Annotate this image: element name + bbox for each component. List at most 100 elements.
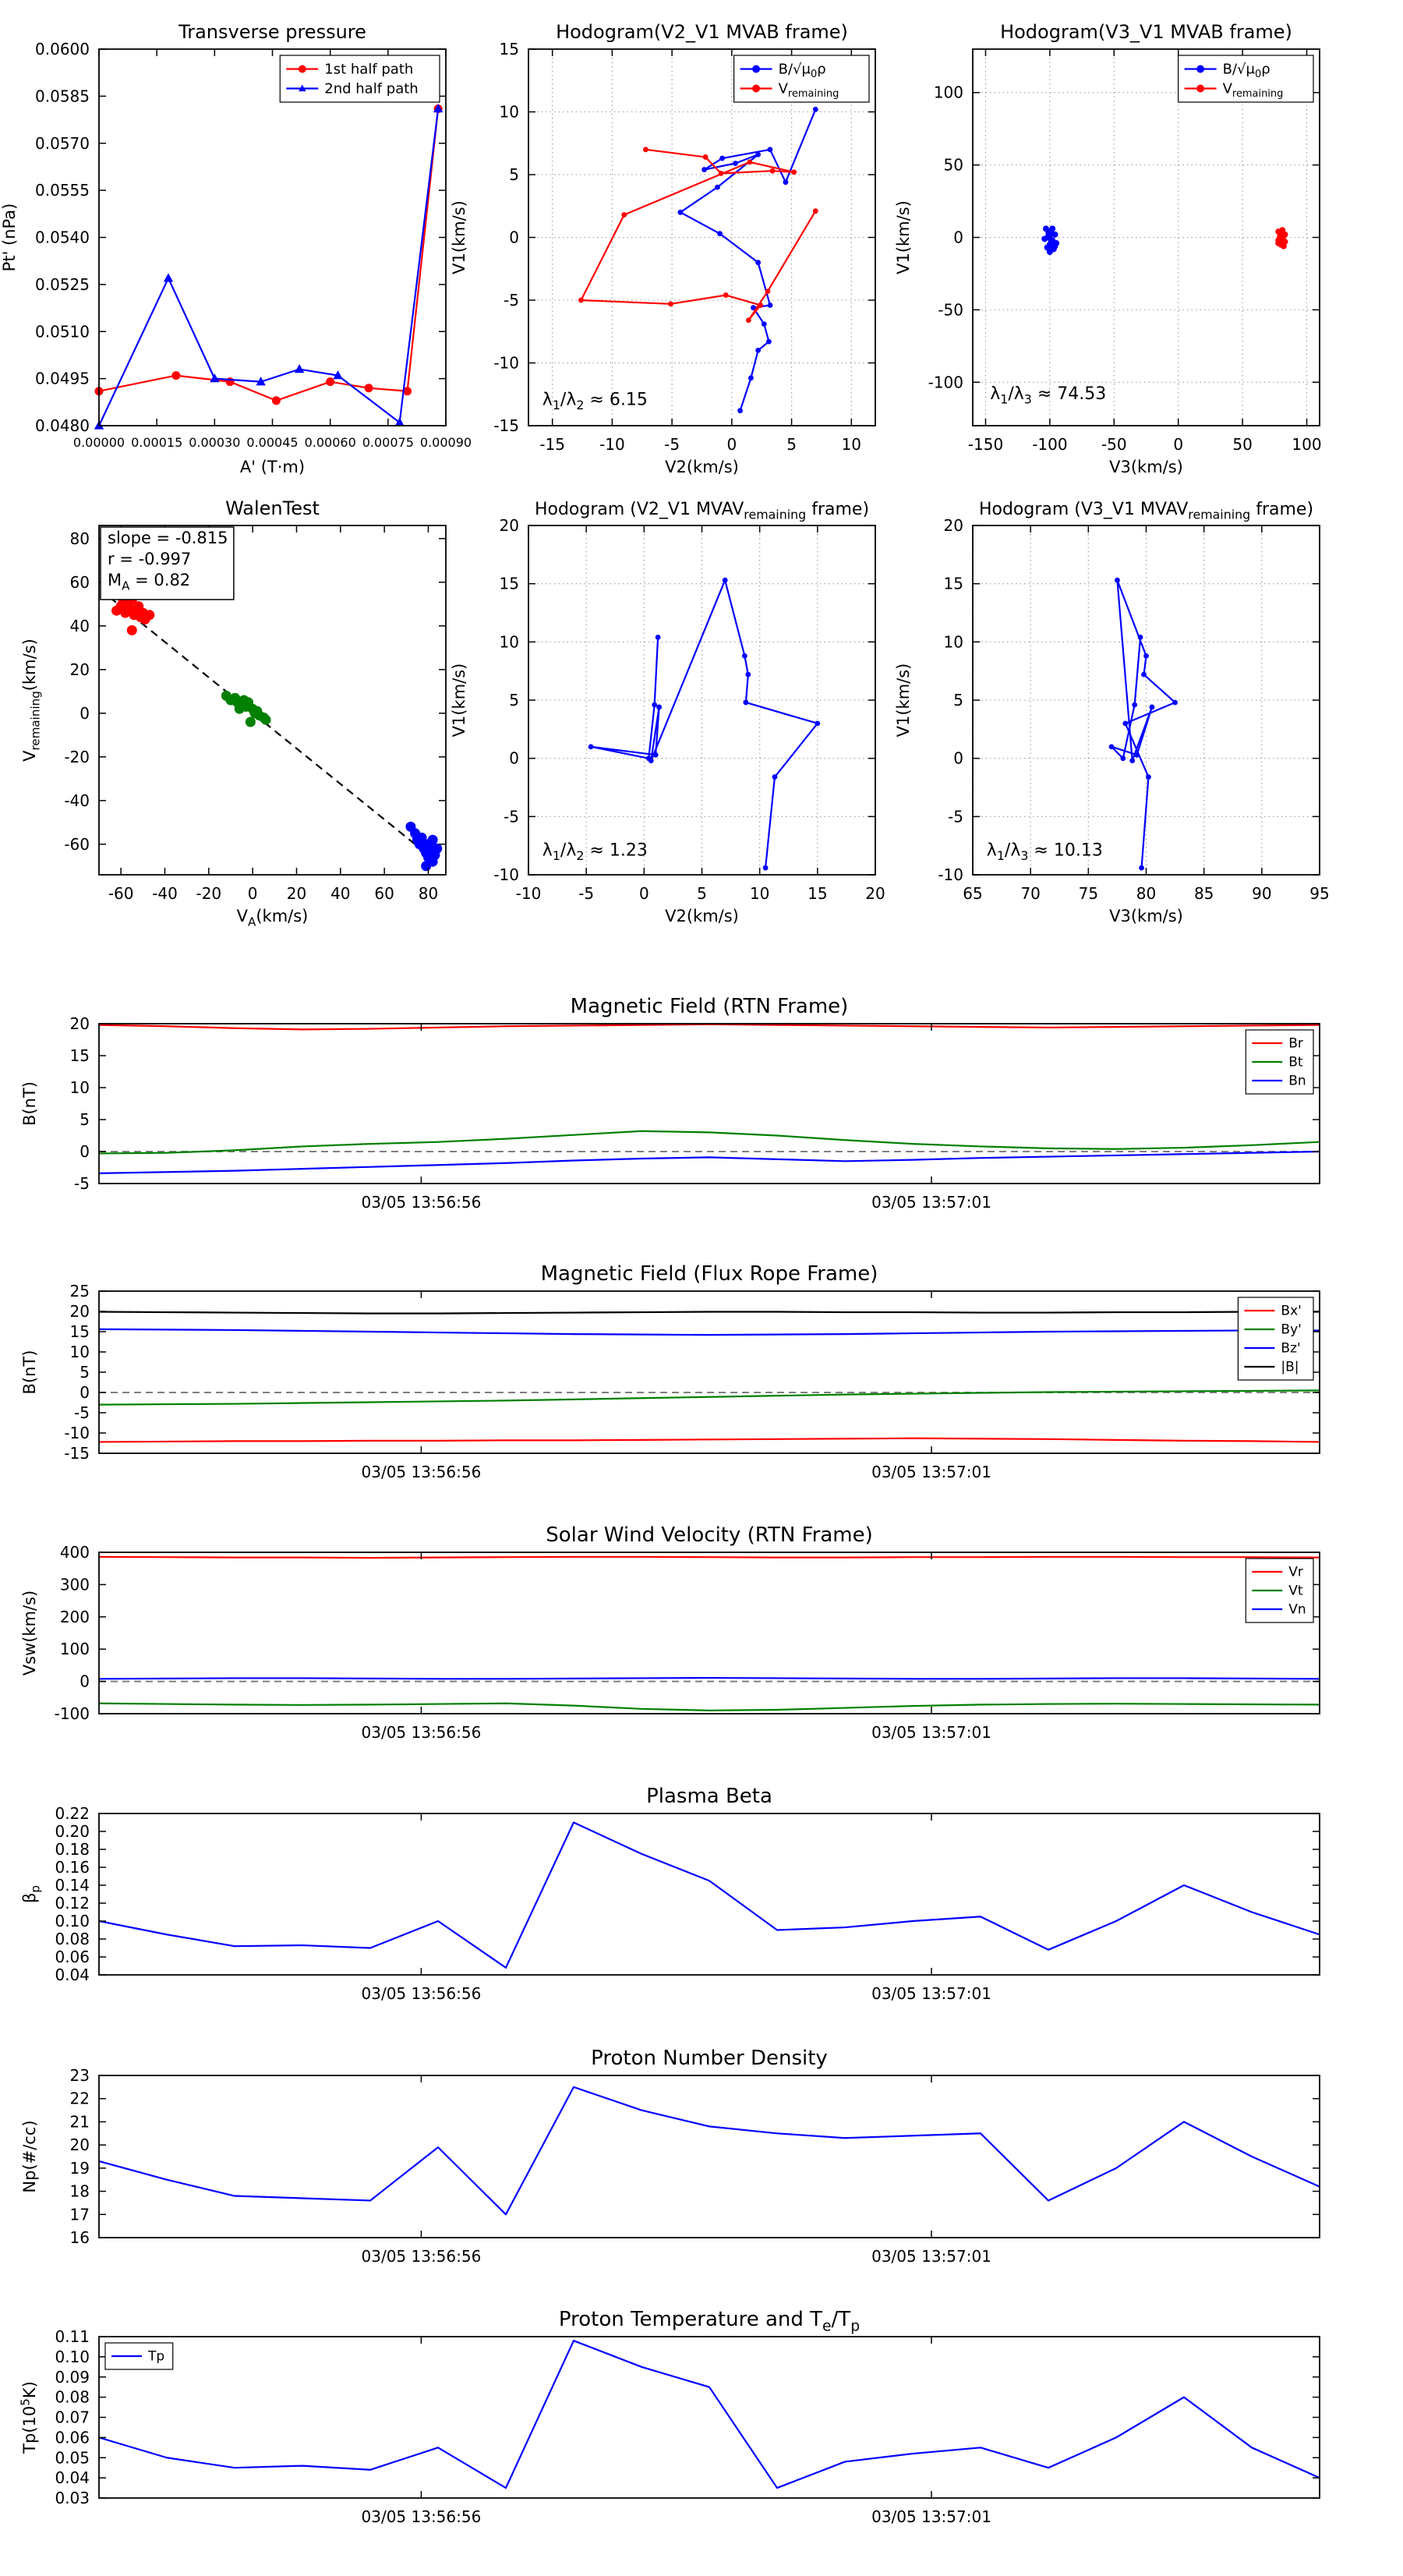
chart-hodogram-v3v1-mvab: -150 -100 -50 0 50 100 -100 -50 0 50 100 Hodogram(V… — [894, 21, 1322, 476]
axis-ticks: 03/05 13:56:56 03/05 13:57:01 -15 -10 -505 10… — [64, 1282, 1320, 1481]
y-tick-label: 10 — [70, 1078, 90, 1097]
y-tick-label: 0.20 — [55, 1822, 90, 1841]
plot-background — [99, 1291, 1320, 1453]
y-tick-label: 40 — [70, 617, 90, 635]
y-tick-label: 0.07 — [55, 2408, 90, 2427]
chart-title: Magnetic Field (Flux Rope Frame) — [541, 1262, 878, 1286]
plot-background — [973, 49, 1320, 426]
x-tick-label: 5 — [697, 884, 707, 903]
chart-proton-density: 03/05 13:56:56 03/05 13:57:01 16 17 18 19 20 21… — [20, 2047, 1320, 2266]
y-tick-label: 0.12 — [55, 1894, 90, 1913]
legend-label: Bn — [1288, 1074, 1306, 1089]
y-tick-label: 0.0540 — [35, 228, 90, 247]
y-tick-label: -5 — [74, 1403, 90, 1422]
y-axis-label: V1(km/s) — [450, 663, 468, 738]
y-tick-label: -60 — [64, 835, 90, 854]
y-tick-label: -5 — [504, 807, 519, 826]
y-tick-label: 0.09 — [55, 2368, 90, 2387]
chart-plasma-beta: 03/05 13:56:56 03/05 13:57:01 0.040.060.08… — [20, 1785, 1320, 2003]
y-tick-label: 0.08 — [55, 1930, 90, 1948]
series-fit-line — [109, 596, 440, 865]
y-tick-label: 20 — [500, 516, 519, 535]
y-tick-label: 10 — [500, 632, 519, 651]
plot-background — [99, 2075, 1320, 2238]
y-tick-label: -50 — [938, 300, 963, 319]
x-tick-label: 95 — [1309, 884, 1329, 903]
y-tick-label: 20 — [70, 1014, 90, 1033]
x-tick-label: 10 — [842, 435, 861, 454]
y-tick-label: 50 — [944, 156, 963, 175]
stats-line: r = -0.997 — [108, 550, 191, 568]
axes-frame — [98, 1023, 1320, 1184]
axis-ticks: 03/05 13:56:56 03/05 13:57:01 0.040.060.08… — [55, 1804, 1320, 2003]
y-tick-label: 300 — [60, 1575, 90, 1594]
x-tick-label: -100 — [1032, 435, 1067, 454]
axes-frame — [972, 48, 1320, 426]
chart-magnetic-field-flux-rope: 03/05 13:56:56 03/05 13:57:01 -15 -10 -505 10… — [20, 1262, 1320, 1481]
legend: Bx' By' Bz' |B| — [1237, 1297, 1314, 1381]
y-tick-label: 80 — [70, 529, 90, 548]
y-tick-label: -100 — [55, 1704, 90, 1723]
legend: Br Bt Bn — [1245, 1029, 1314, 1095]
x-tick-label: 03/05 13:56:56 — [362, 1463, 482, 1481]
chart-hodogram-v3v1-mvav: 65 70 75 80 85 90 95 -10 -5 0 5 10 15 20 Hodogram (V3_… — [894, 500, 1330, 925]
axes-frame — [98, 2336, 1320, 2499]
x-tick-label: 50 — [1232, 435, 1252, 454]
y-tick-label: -10 — [64, 1424, 90, 1442]
chart-title: WalenTest — [225, 497, 320, 519]
x-tick-label: 0.00000 — [73, 435, 125, 450]
x-tick-label: 03/05 13:56:56 — [362, 1984, 482, 2003]
y-tick-label: 200 — [60, 1608, 90, 1626]
x-tick-label: 03/05 13:57:01 — [871, 1193, 991, 1212]
y-tick-label: 0.05 — [55, 2448, 90, 2467]
axes-frame — [98, 48, 447, 426]
legend-label: B/√μ0ρ — [1223, 61, 1270, 80]
y-tick-label: 25 — [70, 1282, 90, 1300]
y-tick-label: 19 — [70, 2159, 90, 2178]
y-tick-label: 20 — [70, 660, 90, 679]
x-tick-label: 03/05 13:56:56 — [362, 1723, 482, 1742]
chart-magnetic-field-rtn: 03/05 13:56:56 03/05 13:57:01 -5 0 5 10 15 20 Ma… — [20, 995, 1320, 1212]
y-tick-label: 0.22 — [55, 1804, 90, 1823]
y-tick-label: 0 — [953, 228, 963, 247]
series-Bx — [98, 1437, 1320, 1443]
axes-frame — [98, 1813, 1320, 1976]
grid — [973, 49, 1320, 426]
legend-label: Br — [1288, 1036, 1303, 1052]
x-tick-label: 15 — [808, 884, 827, 903]
y-axis-label: βp — [20, 1885, 42, 1903]
axis-ticks: 03/05 13:56:56 03/05 13:57:01 0.03 0.040.05… — [55, 2327, 1320, 2526]
y-tick-label: 0.14 — [55, 1876, 90, 1895]
y-axis-label: B(nT) — [20, 1350, 39, 1395]
series-V-remaining-cluster — [1275, 227, 1288, 249]
chart-hodogram-v2v1-mvab: -15 -10 -5 0 5 10 -15 -10 -5 0 5 10 15 Hodogram(V2_V1… — [450, 21, 876, 476]
y-tick-label: 0 — [509, 228, 519, 247]
axis-ticks: 03/05 13:56:56 03/05 13:57:01 -100 0 100 200 3… — [55, 1543, 1320, 1742]
chart-title: Hodogram(V2_V1 MVAB frame) — [556, 21, 848, 43]
x-tick-label: 03/05 13:57:01 — [871, 1463, 991, 1481]
y-tick-label: 400 — [60, 1543, 90, 1562]
x-tick-label: 03/05 13:57:01 — [871, 1723, 991, 1742]
chart-title: Hodogram (V2_V1 MVAVremaining frame) — [535, 500, 869, 522]
x-tick-label: 0 — [639, 884, 649, 903]
stats-line: slope = -0.815 — [108, 529, 228, 547]
series-Vt — [98, 1702, 1320, 1711]
y-tick-label: 0.0495 — [35, 370, 90, 388]
x-tick-label: -5 — [578, 884, 594, 903]
chart-transverse-pressure: 0.00000 0.00015 0.00030 0.00045 0.00060 0.000… — [0, 21, 472, 476]
stats-box: slope = -0.815 r = -0.997 MA = 0.82 — [100, 526, 235, 600]
y-axis-label: V1(km/s) — [450, 200, 468, 274]
chart-title: Hodogram (V3_V1 MVAVremaining frame) — [979, 500, 1313, 522]
y-tick-label: 0.03 — [55, 2489, 90, 2507]
x-tick-label: 03/05 13:57:01 — [871, 1984, 991, 2003]
legend-label: Vt — [1288, 1583, 1303, 1599]
x-tick-label: 0 — [1173, 435, 1183, 454]
axes-frame — [98, 2075, 1320, 2238]
series-B-cluster — [1041, 225, 1060, 256]
y-tick-label: 0.10 — [55, 2348, 90, 2366]
x-tick-label: 03/05 13:56:56 — [362, 1193, 482, 1212]
y-tick-label: -15 — [493, 416, 519, 435]
y-tick-label: 0.0555 — [35, 181, 90, 200]
x-tick-label: 0.00015 — [131, 435, 182, 450]
